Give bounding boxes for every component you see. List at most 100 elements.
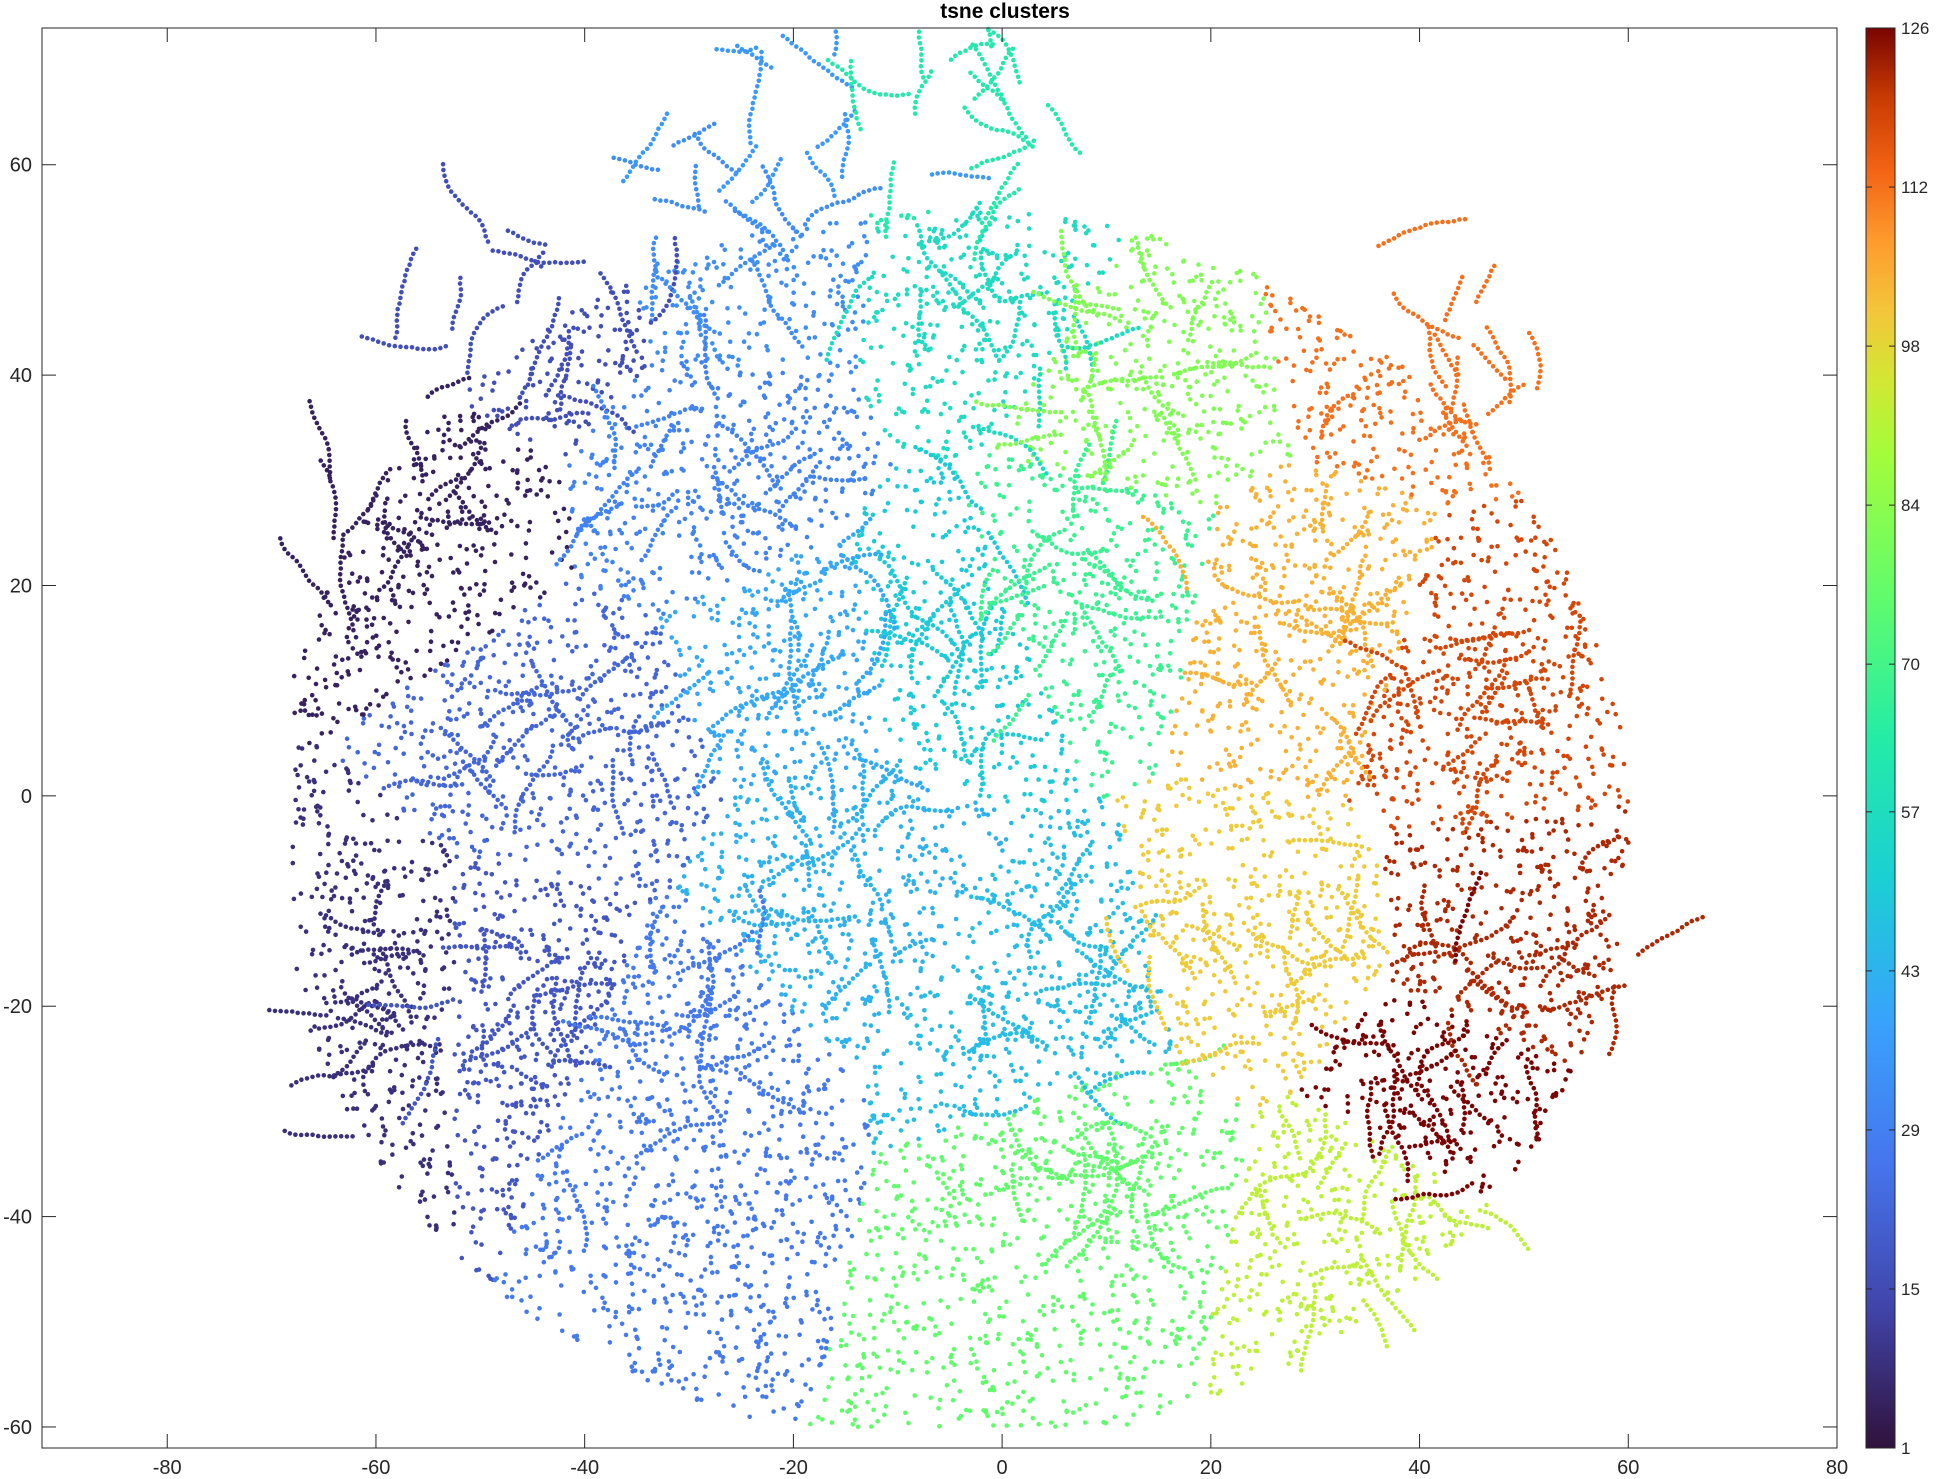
scatter-point	[1159, 1129, 1164, 1135]
scatter-point	[646, 756, 652, 761]
scatter-point	[1486, 669, 1492, 674]
scatter-point	[775, 1087, 781, 1093]
scatter-point	[1037, 641, 1042, 646]
scatter-point	[1080, 1252, 1086, 1257]
scatter-point	[1555, 570, 1560, 575]
scatter-point	[985, 812, 991, 817]
scatter-point	[741, 339, 747, 345]
scatter-point	[1429, 459, 1434, 465]
scatter-point	[1190, 1131, 1196, 1136]
scatter-point	[680, 1386, 686, 1391]
scatter-point	[839, 589, 845, 595]
scatter-point	[877, 1159, 883, 1165]
scatter-point	[781, 638, 787, 644]
scatter-point	[655, 1257, 661, 1262]
scatter-point	[879, 906, 885, 912]
scatter-point	[1172, 723, 1178, 729]
scatter-point	[952, 380, 957, 386]
scatter-point	[1205, 791, 1211, 796]
scatter-point	[549, 673, 554, 679]
scatter-point	[1108, 354, 1114, 360]
scatter-point	[716, 457, 721, 463]
scatter-point	[646, 979, 651, 985]
scatter-point	[1362, 1011, 1368, 1017]
scatter-point	[1041, 965, 1046, 970]
scatter-point	[396, 1185, 402, 1190]
scatter-point	[1181, 1224, 1186, 1229]
scatter-point	[1302, 1296, 1307, 1301]
scatter-point	[1219, 570, 1225, 575]
scatter-point	[570, 310, 575, 315]
scatter-point	[1287, 1350, 1293, 1355]
scatter-point	[1133, 358, 1139, 364]
scatter-point	[686, 735, 692, 740]
scatter-point	[1021, 1014, 1027, 1019]
scatter-point	[1104, 1197, 1110, 1203]
scatter-point	[493, 763, 499, 768]
scatter-point	[992, 556, 998, 562]
scatter-point	[840, 1157, 845, 1163]
scatter-point	[602, 544, 608, 550]
scatter-point	[956, 548, 961, 554]
scatter-point	[1495, 1124, 1500, 1129]
scatter-point	[528, 585, 533, 590]
scatter-point	[1377, 643, 1382, 648]
scatter-point	[784, 1237, 790, 1243]
scatter-point	[655, 928, 661, 934]
scatter-point	[745, 1148, 750, 1153]
scatter-point	[642, 474, 648, 479]
scatter-point	[770, 1377, 775, 1382]
scatter-point	[1282, 1035, 1287, 1041]
scatter-point	[1185, 1393, 1190, 1399]
scatter-point	[523, 541, 529, 546]
scatter-point	[1394, 906, 1400, 911]
scatter-point	[1544, 819, 1550, 824]
scatter-point	[1001, 1187, 1006, 1192]
scatter-point	[1143, 963, 1148, 969]
scatter-point	[1311, 820, 1316, 826]
scatter-point	[898, 958, 903, 964]
scatter-point	[547, 358, 553, 364]
scatter-point	[1540, 707, 1545, 713]
scatter-point	[700, 923, 705, 928]
scatter-point	[392, 866, 397, 871]
scatter-point	[1361, 532, 1366, 538]
scatter-point	[1238, 1298, 1243, 1303]
scatter-point	[822, 903, 827, 908]
scatter-point	[843, 1187, 848, 1193]
scatter-point	[1194, 723, 1200, 728]
scatter-point	[676, 1250, 682, 1256]
scatter-point	[595, 778, 601, 784]
scatter-point	[1344, 1270, 1349, 1275]
scatter-point	[1508, 597, 1513, 603]
scatter-point	[1366, 532, 1372, 537]
scatter-point	[1038, 823, 1044, 829]
scatter-point	[685, 1237, 691, 1243]
scatter-point	[1268, 1031, 1273, 1037]
scatter-point	[888, 1309, 893, 1315]
scatter-point	[1266, 922, 1272, 927]
scatter-point	[821, 1182, 826, 1187]
scatter-point	[1163, 241, 1169, 247]
scatter-point	[1211, 565, 1217, 571]
scatter-point	[607, 1324, 612, 1329]
scatter-point	[448, 555, 454, 561]
scatter-point	[1206, 326, 1211, 332]
scatter-point	[827, 294, 833, 299]
scatter-point	[340, 979, 345, 984]
scatter-point	[1135, 659, 1141, 664]
scatter-point	[1068, 1036, 1074, 1041]
scatter-point	[968, 726, 973, 732]
scatter-point	[1332, 1259, 1337, 1265]
scatter-point	[621, 405, 627, 410]
scatter-point	[743, 610, 749, 616]
scatter-point	[1078, 702, 1084, 708]
scatter-point	[850, 319, 855, 325]
scatter-point	[895, 849, 901, 854]
scatter-point	[1499, 1091, 1504, 1096]
scatter-point	[1298, 747, 1303, 752]
scatter-point	[813, 764, 818, 770]
scatter-point	[503, 683, 509, 689]
scatter-point	[1306, 890, 1311, 895]
scatter-point	[764, 1146, 770, 1151]
